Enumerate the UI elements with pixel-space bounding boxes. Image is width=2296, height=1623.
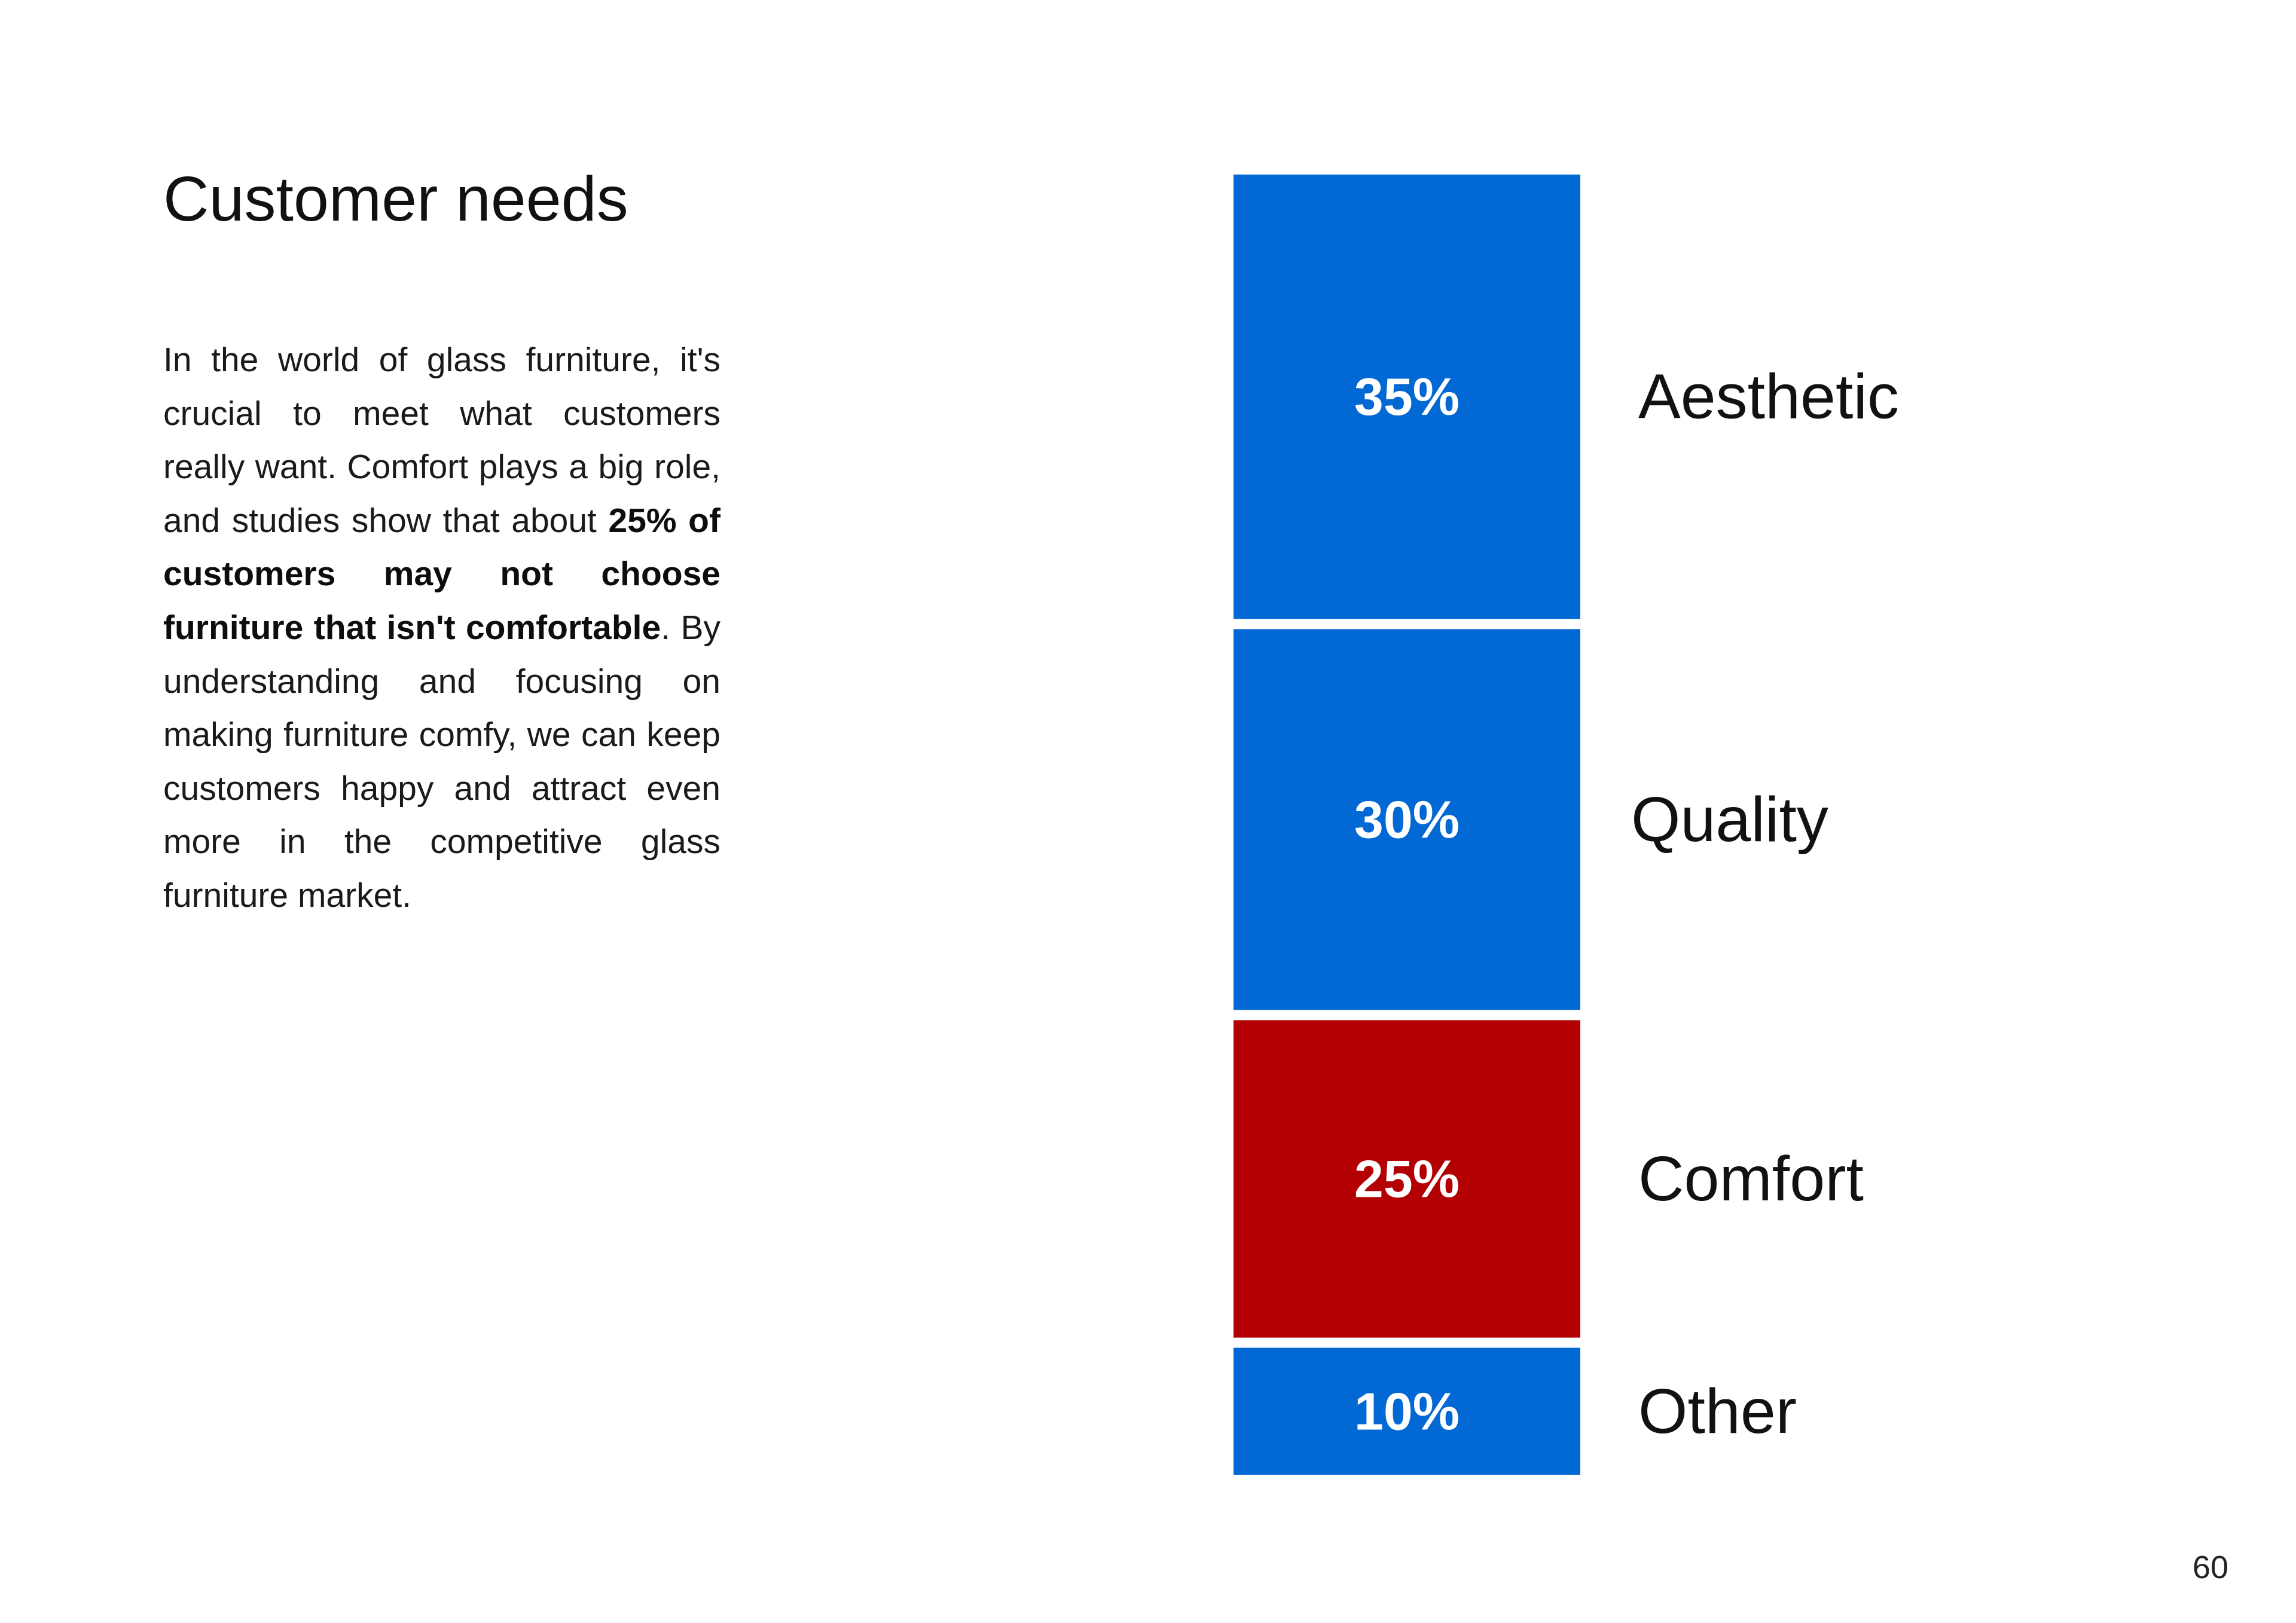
body-paragraph: In the world of glass furniture, it's cr…: [163, 334, 720, 923]
value-label-comfort: 25%: [1354, 1150, 1460, 1209]
bar-segment-quality: [1234, 629, 1580, 1010]
paragraph-highlight: 25% of customers may not choose furnitur…: [163, 501, 720, 647]
bar-segment-aesthetic: [1234, 175, 1580, 619]
bar-segment-other: [1234, 1347, 1580, 1475]
category-label-aesthetic: Aesthetic: [1638, 362, 1899, 432]
page-title: Customer needs: [163, 164, 628, 234]
category-label-comfort: Comfort: [1638, 1144, 1864, 1214]
customer-needs-chart: 35% Aesthetic 30% Quality 25% Comfort 10% Other: [1234, 175, 1899, 1475]
value-label-quality: 30%: [1354, 790, 1460, 849]
value-label-aesthetic: 35%: [1354, 367, 1460, 426]
value-label-other: 10%: [1354, 1381, 1460, 1441]
page-number: 60: [2192, 1549, 2228, 1585]
category-label-other: Other: [1638, 1376, 1797, 1447]
bar-segment-comfort: [1234, 1020, 1580, 1338]
category-label-quality: Quality: [1631, 784, 1828, 855]
paragraph-intro: In the world of glass furniture, it's cr…: [163, 341, 720, 540]
paragraph-conclusion: . By understanding and focusing on makin…: [163, 608, 720, 915]
